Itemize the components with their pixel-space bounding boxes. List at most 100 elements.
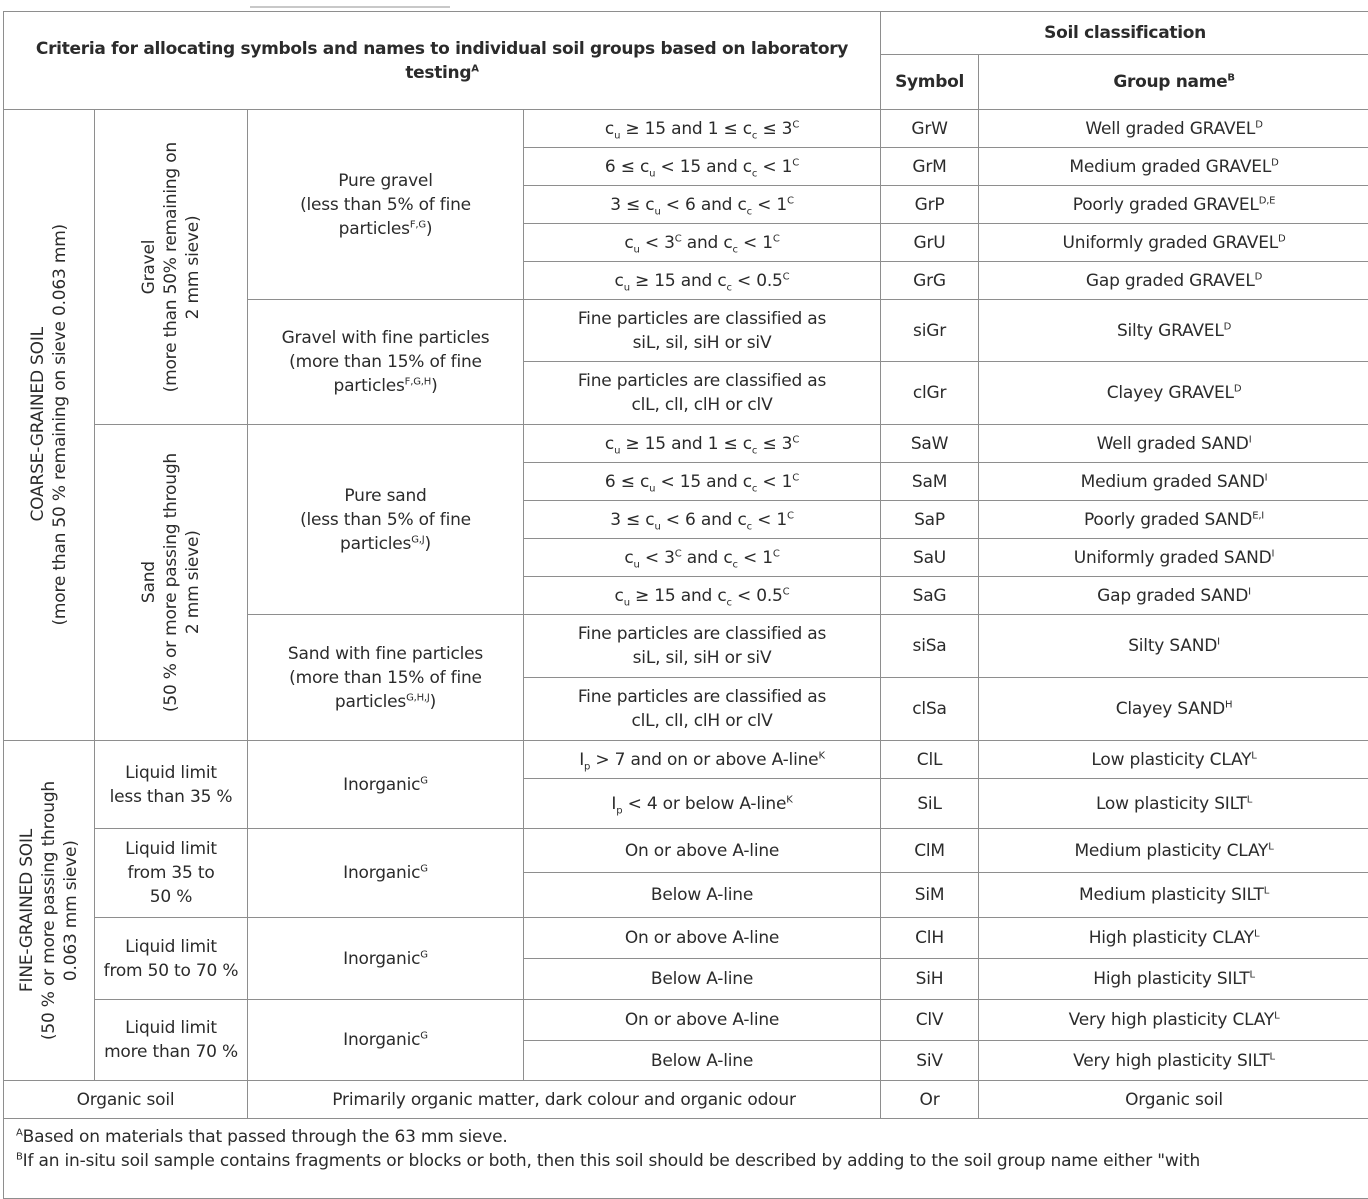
symbol-cell: SiH [881, 959, 979, 1000]
grading-criterion: 6 ≤ cu < 15 and cc < 1C [524, 148, 881, 186]
grading-criterion: 6 ≤ cu < 15 and cc < 1C [524, 463, 881, 501]
footnote-a: ABased on materials that passed through … [16, 1125, 1357, 1149]
symbol-cell: GrP [881, 186, 979, 224]
fine-grained-soil-cell: FINE-GRAINED SOIL (50 % or more passing … [4, 741, 95, 1081]
symbol-cell: SaU [881, 539, 979, 577]
grading-criterion: cu ≥ 15 and 1 ≤ cc ≤ 3C [524, 110, 881, 148]
grading-criterion: cu < 3C and cc < 1C [524, 224, 881, 262]
table-row: Sand (50 % or more passing through 2 mm … [4, 425, 1368, 463]
symbol-cell: ClL [881, 741, 979, 779]
grading-criterion: cu < 3C and cc < 1C [524, 539, 881, 577]
plasticity-criterion: On or above A-line [524, 829, 881, 873]
inorganic-cell: InorganicG [248, 741, 524, 829]
grading-criterion: 3 ≤ cu < 6 and cc < 1C [524, 186, 881, 224]
footnote-b: BIf an in-situ soil sample contains frag… [16, 1149, 1357, 1173]
coarse-grained-label: COARSE-GRAINED SOIL [28, 328, 48, 522]
symbol-cell: GrU [881, 224, 979, 262]
group-name-cell: Silty GRAVELD [979, 300, 1368, 362]
group-name-cell: Well graded GRAVELD [979, 110, 1368, 148]
plasticity-criterion: Below A-line [524, 873, 881, 918]
grading-criterion: cu ≥ 15 and cc < 0.5C [524, 262, 881, 300]
inorganic-cell: InorganicG [248, 918, 524, 1000]
soil-classification-table: Criteria for allocating symbols and name… [3, 11, 1368, 1199]
pure-gravel-cell: Pure gravel (less than 5% of fine partic… [248, 110, 524, 300]
previous-content-fragment [0, 0, 1368, 10]
gravel-cell: Gravel (more than 50% remaining on 2 mm … [95, 110, 248, 425]
plasticity-criterion: Below A-line [524, 959, 881, 1000]
symbol-cell: GrM [881, 148, 979, 186]
group-name-cell: Uniformly graded GRAVELD [979, 224, 1368, 262]
plasticity-criterion: Ip > 7 and on or above A-lineK [524, 741, 881, 779]
symbol-cell: Or [881, 1081, 979, 1119]
symbol-cell: ClM [881, 829, 979, 873]
symbol-cell: siGr [881, 300, 979, 362]
group-name-cell: Organic soil [979, 1081, 1368, 1119]
plasticity-criterion: Below A-line [524, 1041, 881, 1081]
symbol-cell: GrW [881, 110, 979, 148]
symbol-cell: SaW [881, 425, 979, 463]
page: Criteria for allocating symbols and name… [0, 0, 1368, 1168]
coarse-grained-soil-cell: COARSE-GRAINED SOIL (more than 50 % rema… [4, 110, 95, 741]
group-name-cell: Low plasticity CLAYL [979, 741, 1368, 779]
group-name-cell: High plasticity SILTL [979, 959, 1368, 1000]
symbol-cell: GrG [881, 262, 979, 300]
plasticity-criterion: On or above A-line [524, 918, 881, 959]
plasticity-criterion: Ip < 4 or below A-lineK [524, 779, 881, 829]
inorganic-cell: InorganicG [248, 1000, 524, 1081]
group-name-cell: Clayey GRAVELD [979, 362, 1368, 425]
gravel-with-fines-cell: Gravel with fine particles (more than 15… [248, 300, 524, 425]
sand-cell: Sand (50 % or more passing through 2 mm … [95, 425, 248, 741]
grading-criterion: cu ≥ 15 and 1 ≤ cc ≤ 3C [524, 425, 881, 463]
symbol-cell: clGr [881, 362, 979, 425]
symbol-cell: SiV [881, 1041, 979, 1081]
group-name-cell: Poorly graded SANDE,I [979, 501, 1368, 539]
group-name-cell: Silty SANDI [979, 615, 1368, 678]
group-name-cell: Well graded SANDI [979, 425, 1368, 463]
group-name-cell: High plasticity CLAYL [979, 918, 1368, 959]
group-name-cell: Very high plasticity SILTL [979, 1041, 1368, 1081]
criteria-header: Criteria for allocating symbols and name… [4, 12, 881, 110]
symbol-cell: SaM [881, 463, 979, 501]
organic-row: Organic soil Primarily organic matter, d… [4, 1081, 1368, 1119]
group-name-cell: Gap graded SANDI [979, 577, 1368, 615]
group-name-cell: Medium graded SANDI [979, 463, 1368, 501]
footnotes-row: ABased on materials that passed through … [4, 1119, 1368, 1199]
group-name-cell: Low plasticity SILTL [979, 779, 1368, 829]
pure-sand-cell: Pure sand (less than 5% of fine particle… [248, 425, 524, 615]
soil-classification-header: Soil classification [881, 12, 1368, 55]
header-row-1: Criteria for allocating symbols and name… [4, 12, 1368, 55]
plasticity-criterion: On or above A-line [524, 1000, 881, 1041]
symbol-cell: ClV [881, 1000, 979, 1041]
inorganic-cell: InorganicG [248, 829, 524, 918]
group-name-cell: Clayey SANDH [979, 678, 1368, 741]
group-name-cell: Uniformly graded SANDI [979, 539, 1368, 577]
group-name-cell: Medium graded GRAVELD [979, 148, 1368, 186]
group-name-header: Group nameB [979, 55, 1368, 110]
symbol-cell: siSa [881, 615, 979, 678]
symbol-cell: SaP [881, 501, 979, 539]
group-name-cell: Gap graded GRAVELD [979, 262, 1368, 300]
organic-soil-label: Organic soil [4, 1081, 248, 1119]
sand-with-fines-cell: Sand with fine particles (more than 15% … [248, 615, 524, 741]
group-name-cell: Very high plasticity CLAYL [979, 1000, 1368, 1041]
organic-criteria: Primarily organic matter, dark colour an… [248, 1081, 881, 1119]
symbol-cell: clSa [881, 678, 979, 741]
coarse-grained-sub: (more than 50 % remaining on sieve 0.063… [50, 224, 70, 626]
symbol-cell: SiM [881, 873, 979, 918]
table-row: COARSE-GRAINED SOIL (more than 50 % rema… [4, 110, 1368, 148]
symbol-cell: SiL [881, 779, 979, 829]
footnotes: ABased on materials that passed through … [4, 1119, 1368, 1199]
group-name-cell: Medium plasticity SILTL [979, 873, 1368, 918]
group-name-cell: Medium plasticity CLAYL [979, 829, 1368, 873]
symbol-header: Symbol [881, 55, 979, 110]
